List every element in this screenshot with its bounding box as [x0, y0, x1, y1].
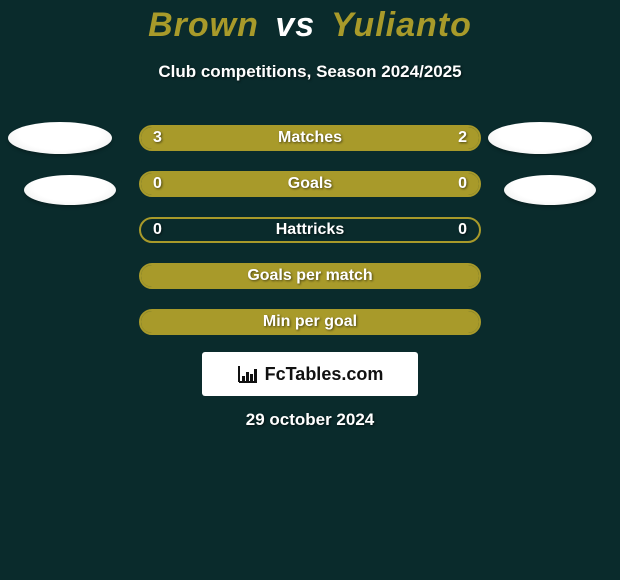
stat-label: Min per goal	[141, 311, 479, 333]
stat-value-right: 0	[458, 173, 467, 195]
bar-chart-icon	[237, 364, 259, 384]
page-title: Brown vs Yulianto	[0, 6, 620, 45]
stat-value-left: 0	[153, 173, 162, 195]
club-badge-placeholder	[8, 122, 112, 154]
club-badge-placeholder	[488, 122, 592, 154]
source-badge[interactable]: FcTables.com	[202, 352, 418, 396]
comparison-card: Brown vs Yulianto Club competitions, Sea…	[0, 0, 620, 580]
title-vs: vs	[275, 6, 315, 44]
stat-label: Hattricks	[141, 219, 479, 241]
stat-value-right: 2	[458, 127, 467, 149]
stat-label: Goals	[141, 173, 479, 195]
stat-row: Goals per match	[139, 263, 481, 289]
stat-row: Min per goal	[139, 309, 481, 335]
source-badge-text: FcTables.com	[265, 364, 384, 385]
stat-value-left: 0	[153, 219, 162, 241]
stat-row: Matches3 2	[139, 125, 481, 151]
club-badge-placeholder	[24, 175, 116, 205]
stat-rows: Matches32Goals00Hattricks00Goals per mat…	[139, 125, 481, 355]
stat-value-left: 3	[153, 127, 162, 149]
stat-label: Matches	[141, 127, 479, 149]
player-left-name: Brown	[148, 6, 259, 44]
snapshot-date: 29 october 2024	[0, 410, 620, 430]
stat-label: Goals per match	[141, 265, 479, 287]
source-badge-inner: FcTables.com	[237, 364, 384, 385]
player-right-name: Yulianto	[331, 6, 472, 44]
stat-row: Hattricks0 0	[139, 217, 481, 243]
club-badge-placeholder	[504, 175, 596, 205]
subtitle: Club competitions, Season 2024/2025	[0, 62, 620, 82]
stat-value-right: 0	[458, 219, 467, 241]
stat-row: Goals0 0	[139, 171, 481, 197]
